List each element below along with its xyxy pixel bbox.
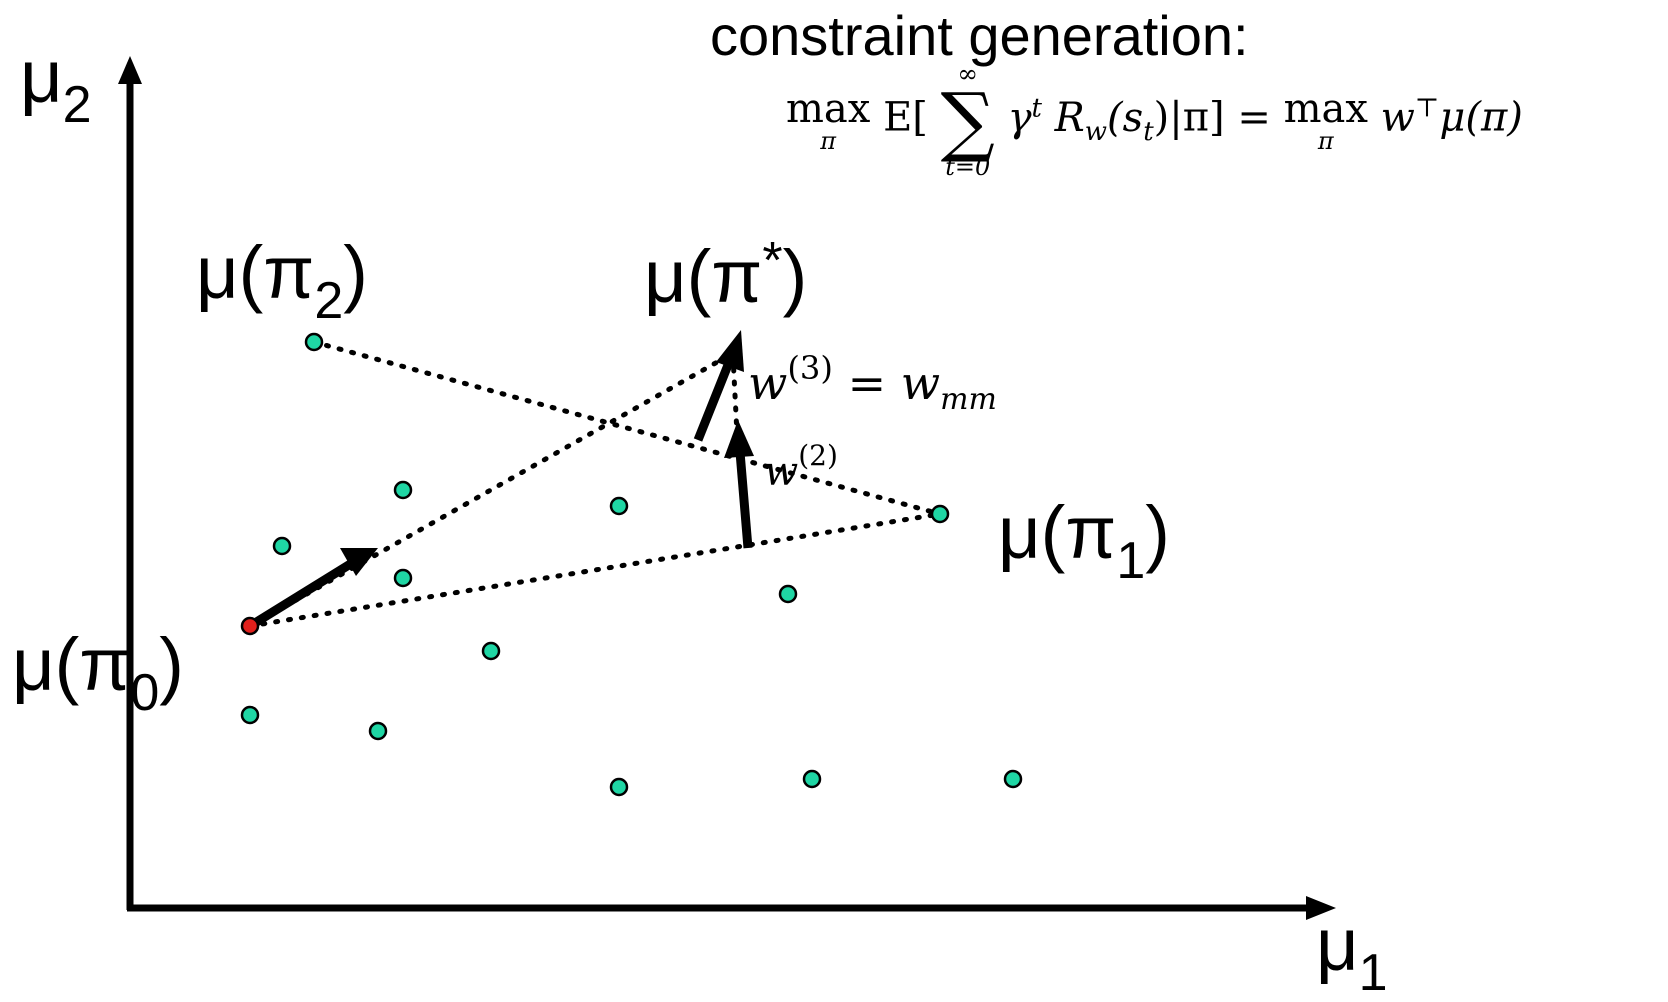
label-pi1: μ(π1) xyxy=(998,491,1170,590)
rhs-term: w⊤ xyxy=(1380,93,1440,141)
arrow-w2 xyxy=(735,451,753,549)
arrow-w3 xyxy=(693,358,735,442)
arrow-w2-head xyxy=(724,420,754,458)
point xyxy=(1003,769,1023,789)
point xyxy=(481,641,501,661)
reward-term: Rw xyxy=(1054,94,1108,147)
page-title: constraint generation: xyxy=(710,4,1249,67)
point xyxy=(368,721,388,741)
x-axis-label: μ1 xyxy=(1316,903,1388,1002)
label-w2: w(2) xyxy=(764,439,838,495)
x-axis-arrowhead xyxy=(1306,896,1336,920)
point-pi2 xyxy=(304,332,324,352)
point xyxy=(609,777,629,797)
point-pi1 xyxy=(930,504,950,524)
arrow-w3-head xyxy=(716,330,744,372)
y-axis-arrowhead xyxy=(118,56,142,84)
point xyxy=(802,769,822,789)
point xyxy=(778,584,798,604)
condition-term: )|π] = xyxy=(1153,94,1271,141)
rhs-tail: μ(π) xyxy=(1439,94,1523,141)
point xyxy=(609,496,629,516)
sum-operator: ∞ ∑ t=0 xyxy=(940,59,995,182)
point xyxy=(393,480,413,500)
dotted-line-pi0-pi1 xyxy=(247,511,943,629)
rhs-max-operator: max π xyxy=(1283,85,1368,155)
lhs-max-operator: max π xyxy=(786,85,871,155)
y-axis-label: μ2 xyxy=(20,35,92,134)
point-pi0 xyxy=(240,616,260,636)
label-pi2: μ(π2) xyxy=(196,231,368,330)
reward-argument: (st xyxy=(1107,94,1154,147)
discount-term: γt xyxy=(1007,93,1042,141)
objective-formula: max π E[ ∞ ∑ t=0 γt Rw(st)|π] = max π w⊤… xyxy=(786,59,1523,182)
label-pi0: μ(π0) xyxy=(12,623,184,722)
point xyxy=(393,568,413,588)
arrow-w1-head xyxy=(340,548,378,576)
dotted-line-pistar-w2 xyxy=(730,353,740,437)
label-w3: w(3) = wmm xyxy=(748,349,997,418)
point xyxy=(272,536,292,556)
point xyxy=(240,705,260,725)
label-pistar: μ(π*) xyxy=(644,232,808,318)
expectation-symbol: E[ xyxy=(883,94,928,141)
arrow-w1 xyxy=(247,559,355,630)
dotted-line-pi2-pi1 xyxy=(311,339,943,517)
